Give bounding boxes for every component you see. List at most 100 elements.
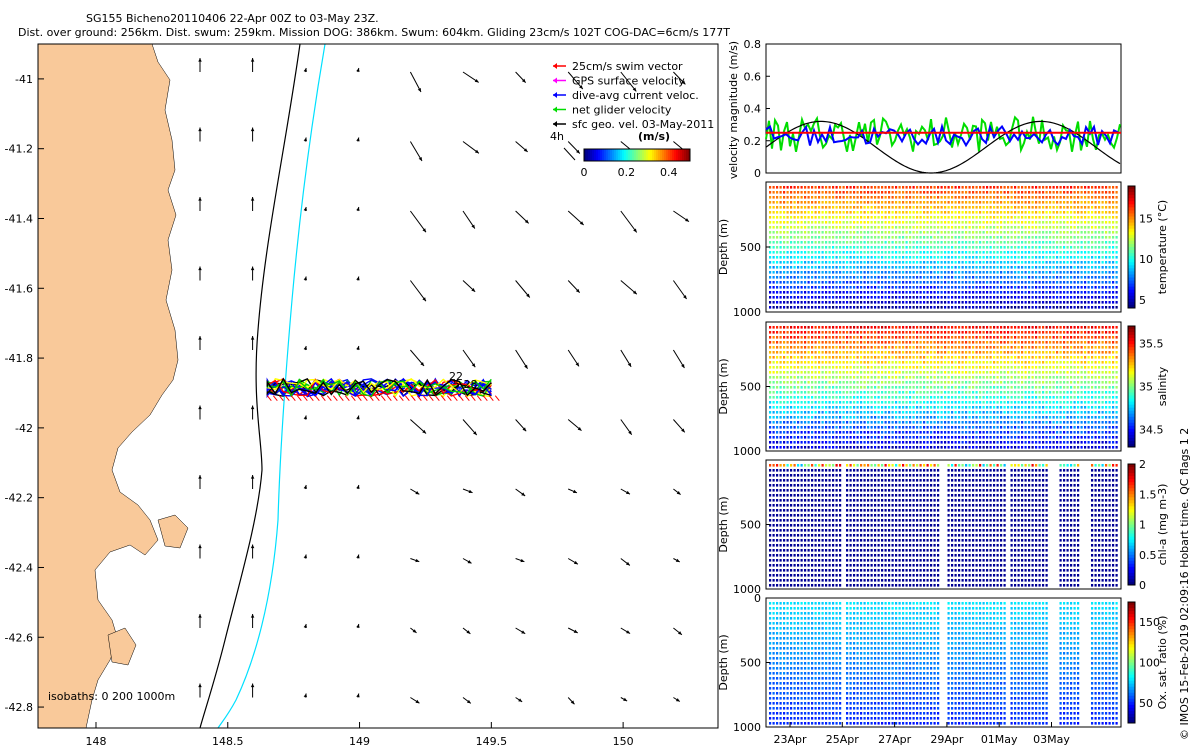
cast-sample (1007, 301, 1010, 304)
geo-vel-head (250, 544, 255, 549)
cast-sample (1115, 281, 1118, 284)
cast-sample (769, 341, 772, 344)
cast-sample (902, 446, 905, 449)
cast-sample (839, 201, 842, 204)
cast-sample (1035, 261, 1038, 264)
cast-sample (898, 331, 901, 334)
cast-sample (786, 301, 789, 304)
cast-sample (1084, 261, 1087, 264)
cast-sample (891, 296, 894, 299)
cast-sample (951, 291, 954, 294)
cast-sample (839, 306, 842, 309)
cast-sample (916, 386, 919, 389)
cast-sample (853, 301, 856, 304)
cast-sample (1035, 301, 1038, 304)
cast-sample (832, 391, 835, 394)
cast-sample (986, 396, 989, 399)
cast-sample (993, 301, 996, 304)
cast-sample (1052, 351, 1055, 354)
geo-vel-head (412, 629, 417, 633)
cast-sample (937, 286, 940, 289)
cast-sample (961, 216, 964, 219)
cast-sample (1063, 231, 1066, 234)
cast-sample (930, 336, 933, 339)
cast-sample (933, 291, 936, 294)
cast-sample (926, 406, 929, 409)
cast-sample (926, 196, 929, 199)
cast-sample (835, 196, 838, 199)
legend-label: dive-avg current veloc. (572, 89, 699, 102)
cast-sample (965, 271, 968, 274)
cast-sample (874, 396, 877, 399)
cast-sample (867, 196, 870, 199)
map-colorbar-cell (586, 149, 589, 161)
cast-sample (940, 436, 943, 439)
cast-sample (856, 361, 859, 364)
cast-sample (814, 341, 817, 344)
cast-sample (828, 406, 831, 409)
cast-sample (1028, 421, 1031, 424)
cast-sample (919, 206, 922, 209)
cast-sample (832, 386, 835, 389)
cast-sample (947, 331, 950, 334)
cast-sample (958, 306, 961, 309)
cast-sample (776, 216, 779, 219)
cast-sample (881, 271, 884, 274)
cast-sample (1105, 191, 1108, 194)
cast-sample (1115, 261, 1118, 264)
cast-sample (881, 371, 884, 374)
cast-sample (888, 421, 891, 424)
cast-sample (814, 251, 817, 254)
cast-sample (832, 446, 835, 449)
cast-sample (930, 331, 933, 334)
cast-sample (933, 436, 936, 439)
cast-sample (1084, 276, 1087, 279)
cast-sample (835, 416, 838, 419)
cast-sample (909, 446, 912, 449)
cast-sample (828, 301, 831, 304)
cast-sample (1052, 256, 1055, 259)
cast-sample (968, 301, 971, 304)
cast-sample (1066, 191, 1069, 194)
cast-sample (926, 371, 929, 374)
cast-sample (804, 406, 807, 409)
cast-sample (972, 231, 975, 234)
cast-sample (1017, 261, 1020, 264)
cast-sample (905, 441, 908, 444)
cast-sample (1112, 201, 1115, 204)
cast-sample (776, 436, 779, 439)
cast-sample (793, 426, 796, 429)
cast-sample (1007, 376, 1010, 379)
cast-sample (1014, 231, 1017, 234)
cast-sample (1014, 221, 1017, 224)
cast-sample (863, 346, 866, 349)
cast-sample (975, 426, 978, 429)
cast-sample (807, 226, 810, 229)
cast-sample (1007, 216, 1010, 219)
cast-sample (867, 291, 870, 294)
cast-sample (790, 256, 793, 259)
cast-sample (772, 371, 775, 374)
cast-sample (965, 431, 968, 434)
cast-sample (891, 371, 894, 374)
cast-sample (797, 291, 800, 294)
cast-sample (1063, 291, 1066, 294)
cast-sample (996, 396, 999, 399)
cast-sample (1059, 301, 1062, 304)
cast-sample (1049, 296, 1052, 299)
cast-sample (814, 391, 817, 394)
cast-sample (898, 196, 901, 199)
cast-sample (989, 196, 992, 199)
cast-sample (891, 281, 894, 284)
cast-sample (1059, 191, 1062, 194)
map-colorbar-frame (583, 148, 691, 162)
cast-sample (884, 281, 887, 284)
cast-sample (856, 241, 859, 244)
cast-sample (982, 401, 985, 404)
cast-sample (1024, 221, 1027, 224)
cast-sample (1035, 206, 1038, 209)
cast-sample (881, 296, 884, 299)
cast-sample (1049, 371, 1052, 374)
cast-sample (898, 276, 901, 279)
cast-sample (993, 281, 996, 284)
